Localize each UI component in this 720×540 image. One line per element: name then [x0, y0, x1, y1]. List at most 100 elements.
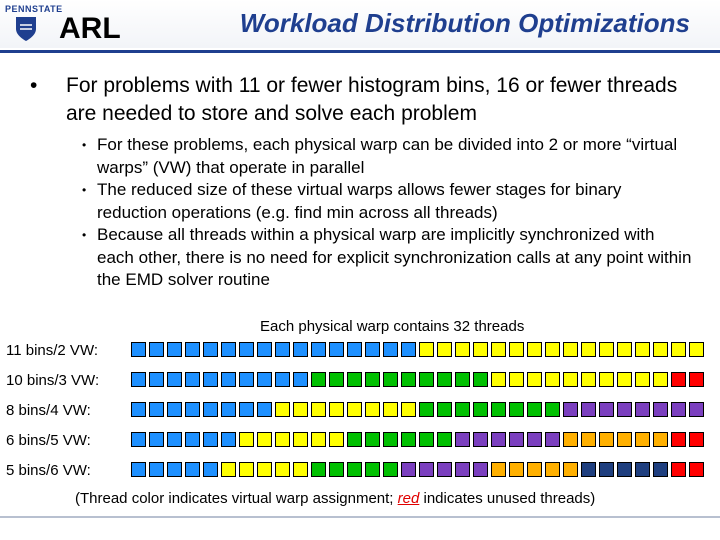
thread-cell-blue: [257, 372, 272, 387]
thread-cell-purple: [509, 432, 524, 447]
thread-cell-green: [365, 462, 380, 477]
thread-cell-blue: [203, 432, 218, 447]
thread-cell-yellow: [275, 462, 290, 477]
thread-cell-green: [365, 372, 380, 387]
thread-cell-blue: [293, 342, 308, 357]
thread-cell-yellow: [419, 342, 434, 357]
footnote-red-word: red: [397, 490, 420, 507]
thread-cell-orange: [563, 432, 578, 447]
thread-cell-green: [311, 462, 326, 477]
thread-cell-blue: [167, 432, 182, 447]
thread-cell-blue: [185, 372, 200, 387]
thread-cell-orange: [509, 462, 524, 477]
page-title: Workload Distribution Optimizations: [239, 8, 690, 38]
thread-cell-purple: [581, 402, 596, 417]
thread-cell-blue: [275, 342, 290, 357]
thread-cell-yellow: [563, 372, 578, 387]
thread-cell-yellow: [689, 342, 704, 357]
warp-row: [131, 461, 707, 481]
row-label: 6 bins/5 VW:: [6, 432, 91, 449]
thread-cell-yellow: [239, 462, 254, 477]
thread-cell-blue: [149, 402, 164, 417]
sub-bullet: • Because all threads within a physical …: [82, 224, 692, 292]
thread-cell-navy: [581, 462, 596, 477]
thread-cell-blue: [149, 372, 164, 387]
thread-cell-green: [347, 372, 362, 387]
thread-cell-red: [671, 372, 686, 387]
thread-cell-purple: [527, 432, 542, 447]
thread-cell-blue: [365, 342, 380, 357]
thread-cell-green: [401, 432, 416, 447]
thread-cell-yellow: [527, 372, 542, 387]
thread-cell-yellow: [545, 372, 560, 387]
warp-row: [131, 401, 707, 421]
thread-cell-blue: [185, 402, 200, 417]
thread-cell-blue: [347, 342, 362, 357]
thread-cell-orange: [527, 462, 542, 477]
thread-cell-orange: [491, 462, 506, 477]
thread-cell-blue: [131, 462, 146, 477]
main-bullet-text: For problems with 11 or fewer histogram …: [66, 74, 678, 125]
thread-cell-green: [419, 402, 434, 417]
thread-cell-purple: [455, 432, 470, 447]
shield-icon: [16, 17, 36, 41]
row-label: 8 bins/4 VW:: [6, 402, 91, 419]
thread-cell-green: [419, 432, 434, 447]
thread-cell-blue: [257, 342, 272, 357]
thread-cell-green: [419, 372, 434, 387]
thread-cell-yellow: [617, 372, 632, 387]
bullet-icon: •: [30, 74, 38, 97]
thread-cell-blue: [257, 402, 272, 417]
thread-cell-yellow: [383, 402, 398, 417]
thread-cell-green: [329, 372, 344, 387]
thread-cell-blue: [167, 372, 182, 387]
bullet-icon: •: [82, 138, 87, 152]
thread-cell-red: [689, 372, 704, 387]
thread-cell-blue: [131, 372, 146, 387]
thread-cell-green: [473, 402, 488, 417]
thread-cell-blue: [221, 402, 236, 417]
thread-cell-yellow: [329, 402, 344, 417]
thread-cell-yellow: [563, 342, 578, 357]
thread-cell-yellow: [491, 342, 506, 357]
thread-cell-yellow: [437, 342, 452, 357]
thread-cell-green: [383, 432, 398, 447]
thread-cell-blue: [185, 342, 200, 357]
thread-cell-green: [491, 402, 506, 417]
thread-cell-yellow: [545, 342, 560, 357]
row-label: 10 bins/3 VW:: [6, 372, 100, 389]
thread-cell-yellow: [527, 342, 542, 357]
thread-cell-green: [329, 462, 344, 477]
thread-cell-green: [365, 432, 380, 447]
diagram-caption: Each physical warp contains 32 threads: [260, 318, 525, 335]
thread-cell-yellow: [491, 372, 506, 387]
thread-cell-yellow: [509, 372, 524, 387]
thread-cell-purple: [437, 462, 452, 477]
thread-cell-purple: [671, 402, 686, 417]
thread-cell-blue: [149, 342, 164, 357]
sub-bullet-text: For these problems, each physical warp c…: [97, 135, 678, 177]
thread-cell-blue: [131, 402, 146, 417]
pennstate-wordmark: PENNSTATE: [5, 4, 63, 14]
thread-cell-purple: [473, 432, 488, 447]
thread-cell-yellow: [311, 402, 326, 417]
thread-cell-blue: [167, 342, 182, 357]
arl-wordmark: ARL: [59, 12, 121, 45]
thread-cell-orange: [617, 432, 632, 447]
thread-cell-blue: [239, 402, 254, 417]
thread-cell-yellow: [221, 462, 236, 477]
sub-bullet-text: The reduced size of these virtual warps …: [97, 180, 622, 222]
thread-cell-green: [527, 402, 542, 417]
thread-cell-blue: [221, 342, 236, 357]
thread-cell-yellow: [671, 342, 686, 357]
thread-cell-orange: [653, 432, 668, 447]
thread-cell-yellow: [653, 342, 668, 357]
footnote-text-end: indicates unused threads): [419, 490, 596, 507]
thread-cell-yellow: [257, 432, 272, 447]
thread-cell-red: [689, 432, 704, 447]
thread-cell-blue: [311, 342, 326, 357]
thread-cell-green: [401, 372, 416, 387]
thread-cell-purple: [689, 402, 704, 417]
thread-cell-yellow: [347, 402, 362, 417]
thread-cell-purple: [455, 462, 470, 477]
